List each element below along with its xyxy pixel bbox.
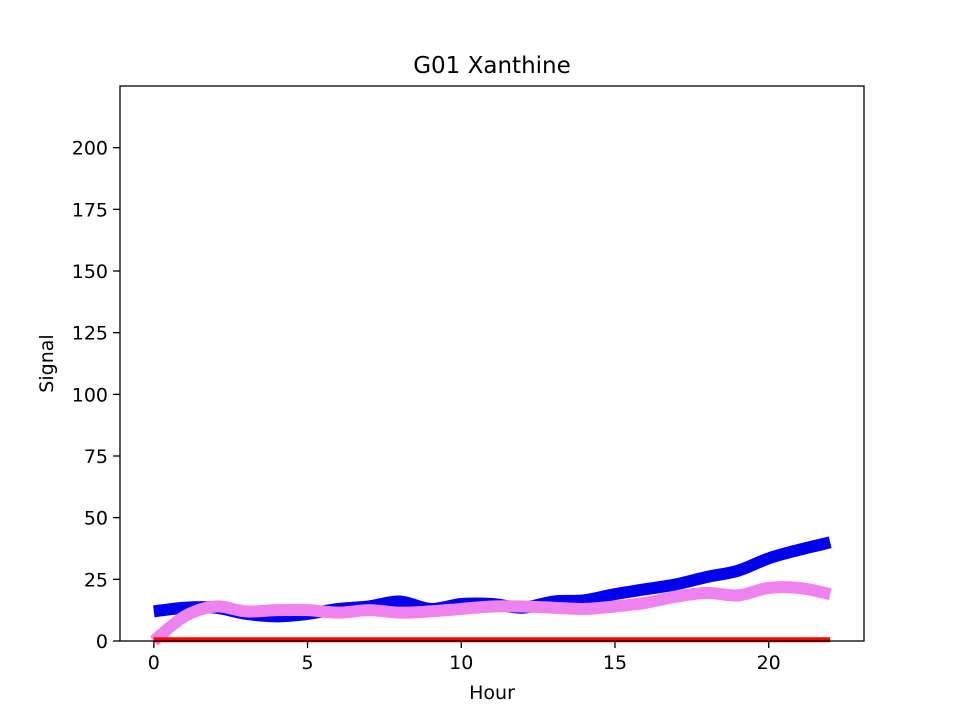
y-tick-label: 200 (72, 138, 108, 160)
x-tick-label: 5 (301, 652, 313, 674)
x-axis-label: Hour (469, 682, 515, 704)
y-tick-label: 50 (84, 508, 108, 530)
axes-frame (119, 85, 865, 642)
y-tick-label: 150 (72, 261, 108, 283)
y-tick-label: 0 (96, 631, 108, 653)
y-axis-label: Signal (36, 334, 58, 392)
y-tick-label: 175 (72, 199, 108, 221)
series-line-2 (149, 581, 832, 646)
chart-title: G01 Xanthine (413, 53, 571, 79)
x-tick-label: 0 (148, 652, 160, 674)
x-tick-label: 20 (757, 652, 781, 674)
y-tick-label: 125 (72, 323, 108, 345)
x-tick-label: 10 (449, 652, 473, 674)
y-tick-label: 100 (72, 384, 108, 406)
y-tick-label: 25 (84, 569, 108, 591)
y-tick-label: 75 (84, 446, 108, 468)
plot-area (149, 536, 832, 646)
x-tick-label: 15 (603, 652, 627, 674)
